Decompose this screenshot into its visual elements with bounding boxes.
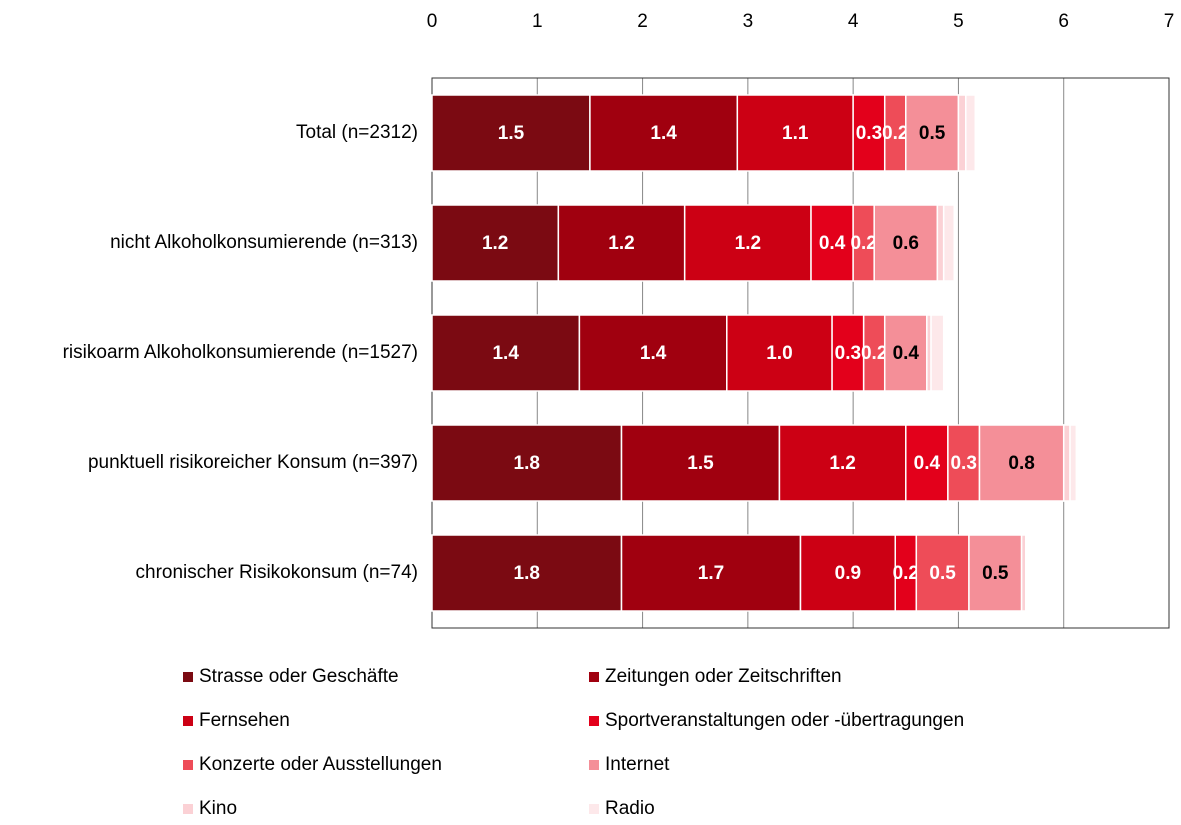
bar-segment — [873, 204, 939, 282]
y-tick-label: risikoarm Alkoholkonsumierende (n=1527) — [63, 342, 418, 363]
data-label: 0.3 — [950, 453, 976, 474]
legend-label: Fernsehen — [199, 710, 290, 731]
x-tick-label: 3 — [743, 11, 754, 32]
data-label: 1.2 — [829, 453, 855, 474]
data-label: 1.4 — [650, 123, 677, 144]
bar-segment — [936, 204, 945, 282]
legend-label: Kino — [199, 798, 237, 819]
legend-label: Konzerte oder Ausstellungen — [199, 754, 442, 775]
data-label: 1.5 — [498, 123, 525, 144]
data-label: 1.8 — [514, 563, 540, 584]
data-label: 0.3 — [835, 343, 861, 364]
bar-segment — [905, 94, 960, 172]
bar-segment — [578, 314, 728, 392]
data-label: 0.4 — [914, 453, 941, 474]
bar-segment — [942, 204, 955, 282]
legend-swatch — [183, 672, 193, 682]
bar-segment — [957, 94, 967, 172]
data-label: 0.2 — [861, 343, 887, 364]
bar-segment — [620, 424, 781, 502]
data-label: 1.4 — [492, 343, 519, 364]
bar-segment — [1062, 424, 1071, 502]
data-label: 0.6 — [893, 233, 919, 254]
data-label: 0.9 — [835, 563, 861, 584]
data-label: 0.5 — [982, 563, 1009, 584]
data-label: 0.8 — [1008, 453, 1034, 474]
legend-swatch — [589, 760, 599, 770]
data-label: 0.3 — [856, 123, 882, 144]
bar-segment — [905, 424, 949, 502]
bar-segment — [431, 204, 560, 282]
data-label: 0.2 — [893, 563, 919, 584]
data-label: 1.2 — [735, 233, 761, 254]
x-tick-label: 5 — [953, 11, 964, 32]
bar-segment — [852, 94, 886, 172]
x-tick-label: 4 — [848, 11, 859, 32]
bar-segment — [1025, 534, 1028, 612]
bar-segment — [915, 534, 970, 612]
legend-swatch — [183, 804, 193, 814]
bar-segment — [883, 314, 928, 392]
bar-segment — [431, 314, 581, 392]
y-tick-label: nicht Alkoholkonsumierende (n=313) — [110, 232, 418, 253]
data-label: 0.2 — [850, 233, 876, 254]
legend-label: Internet — [605, 754, 670, 775]
legend-swatch — [589, 804, 599, 814]
bar-segment — [947, 424, 981, 502]
y-tick-label: chronischer Risikokonsum (n=74) — [136, 562, 418, 583]
legend-swatch — [589, 716, 599, 726]
data-label: 0.5 — [929, 563, 956, 584]
bar-segment — [589, 94, 739, 172]
x-tick-label: 2 — [637, 11, 648, 32]
bar-segment — [831, 314, 865, 392]
bar-segment — [726, 314, 833, 392]
bar-segment — [968, 534, 1023, 612]
data-label: 1.0 — [766, 343, 792, 364]
bar-segment — [736, 94, 854, 172]
x-tick-label: 6 — [1058, 11, 1069, 32]
data-label: 1.7 — [698, 563, 724, 584]
bar-segment — [778, 424, 907, 502]
y-tick-label: punktuell risikoreicher Konsum (n=397) — [88, 452, 418, 473]
data-label: 0.4 — [819, 233, 846, 254]
legend-label: Sportveranstaltungen oder -übertragungen — [605, 710, 964, 731]
y-tick-label: Total (n=2312) — [296, 122, 418, 143]
x-tick-label: 0 — [427, 11, 438, 32]
data-label: 1.8 — [514, 453, 540, 474]
bar-segment — [557, 204, 686, 282]
data-label: 1.5 — [687, 453, 714, 474]
legend-swatch — [589, 672, 599, 682]
data-label: 0.5 — [919, 123, 946, 144]
bar-segment — [930, 314, 945, 392]
bar-segment — [431, 424, 623, 502]
legend-swatch — [183, 760, 193, 770]
data-label: 0.2 — [882, 123, 908, 144]
legend-label: Zeitungen oder Zeitschriften — [605, 666, 842, 687]
bar-segment — [431, 94, 591, 172]
legend-label: Strasse oder Geschäfte — [199, 666, 399, 687]
bar-segment — [978, 424, 1065, 502]
bar-segment — [1069, 424, 1078, 502]
bar-segment — [620, 534, 802, 612]
bar-segment — [683, 204, 812, 282]
data-label: 1.2 — [482, 233, 508, 254]
x-tick-label: 7 — [1164, 11, 1175, 32]
data-label: 0.4 — [893, 343, 920, 364]
bar-segment — [965, 94, 977, 172]
legend-label: Radio — [605, 798, 655, 819]
x-tick-label: 1 — [532, 11, 543, 32]
bar-segment — [431, 534, 623, 612]
data-label: 1.2 — [608, 233, 634, 254]
data-label: 1.4 — [640, 343, 667, 364]
legend-swatch — [183, 716, 193, 726]
data-label: 1.1 — [782, 123, 809, 144]
